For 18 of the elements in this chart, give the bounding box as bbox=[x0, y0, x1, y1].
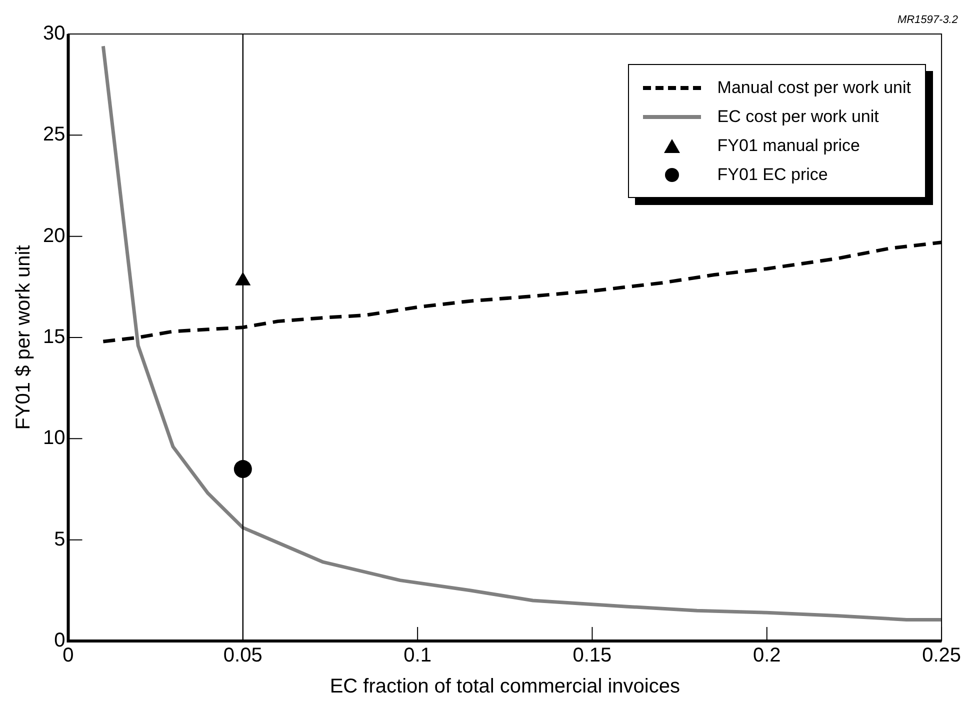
x-tick-label: 0.2 bbox=[752, 644, 781, 667]
legend-label: FY01 manual price bbox=[717, 136, 860, 156]
y-tick-label: 20 bbox=[42, 224, 66, 247]
y-tick-label: 5 bbox=[54, 528, 66, 550]
y-tick-label: 30 bbox=[42, 22, 66, 45]
x-tick-label: 0.25 bbox=[922, 644, 962, 667]
legend-label: EC cost per work unit bbox=[717, 106, 879, 126]
x-axis-title: EC fraction of total commercial invoices bbox=[330, 676, 680, 698]
y-tick-label: 10 bbox=[42, 427, 66, 450]
x-tick-label: 0.1 bbox=[404, 644, 432, 667]
x-tick-label: 0.15 bbox=[572, 644, 612, 667]
legend-label: Manual cost per work unit bbox=[717, 78, 911, 98]
y-tick-label: 15 bbox=[42, 326, 66, 348]
legend-label: FY01 EC price bbox=[717, 164, 828, 184]
x-tick-label: 0.05 bbox=[223, 644, 262, 667]
y-axis-title: FY01 $ per work unit bbox=[12, 244, 35, 430]
y-tick-label: 25 bbox=[42, 124, 66, 146]
text: MR1597-3.2 bbox=[897, 14, 958, 26]
